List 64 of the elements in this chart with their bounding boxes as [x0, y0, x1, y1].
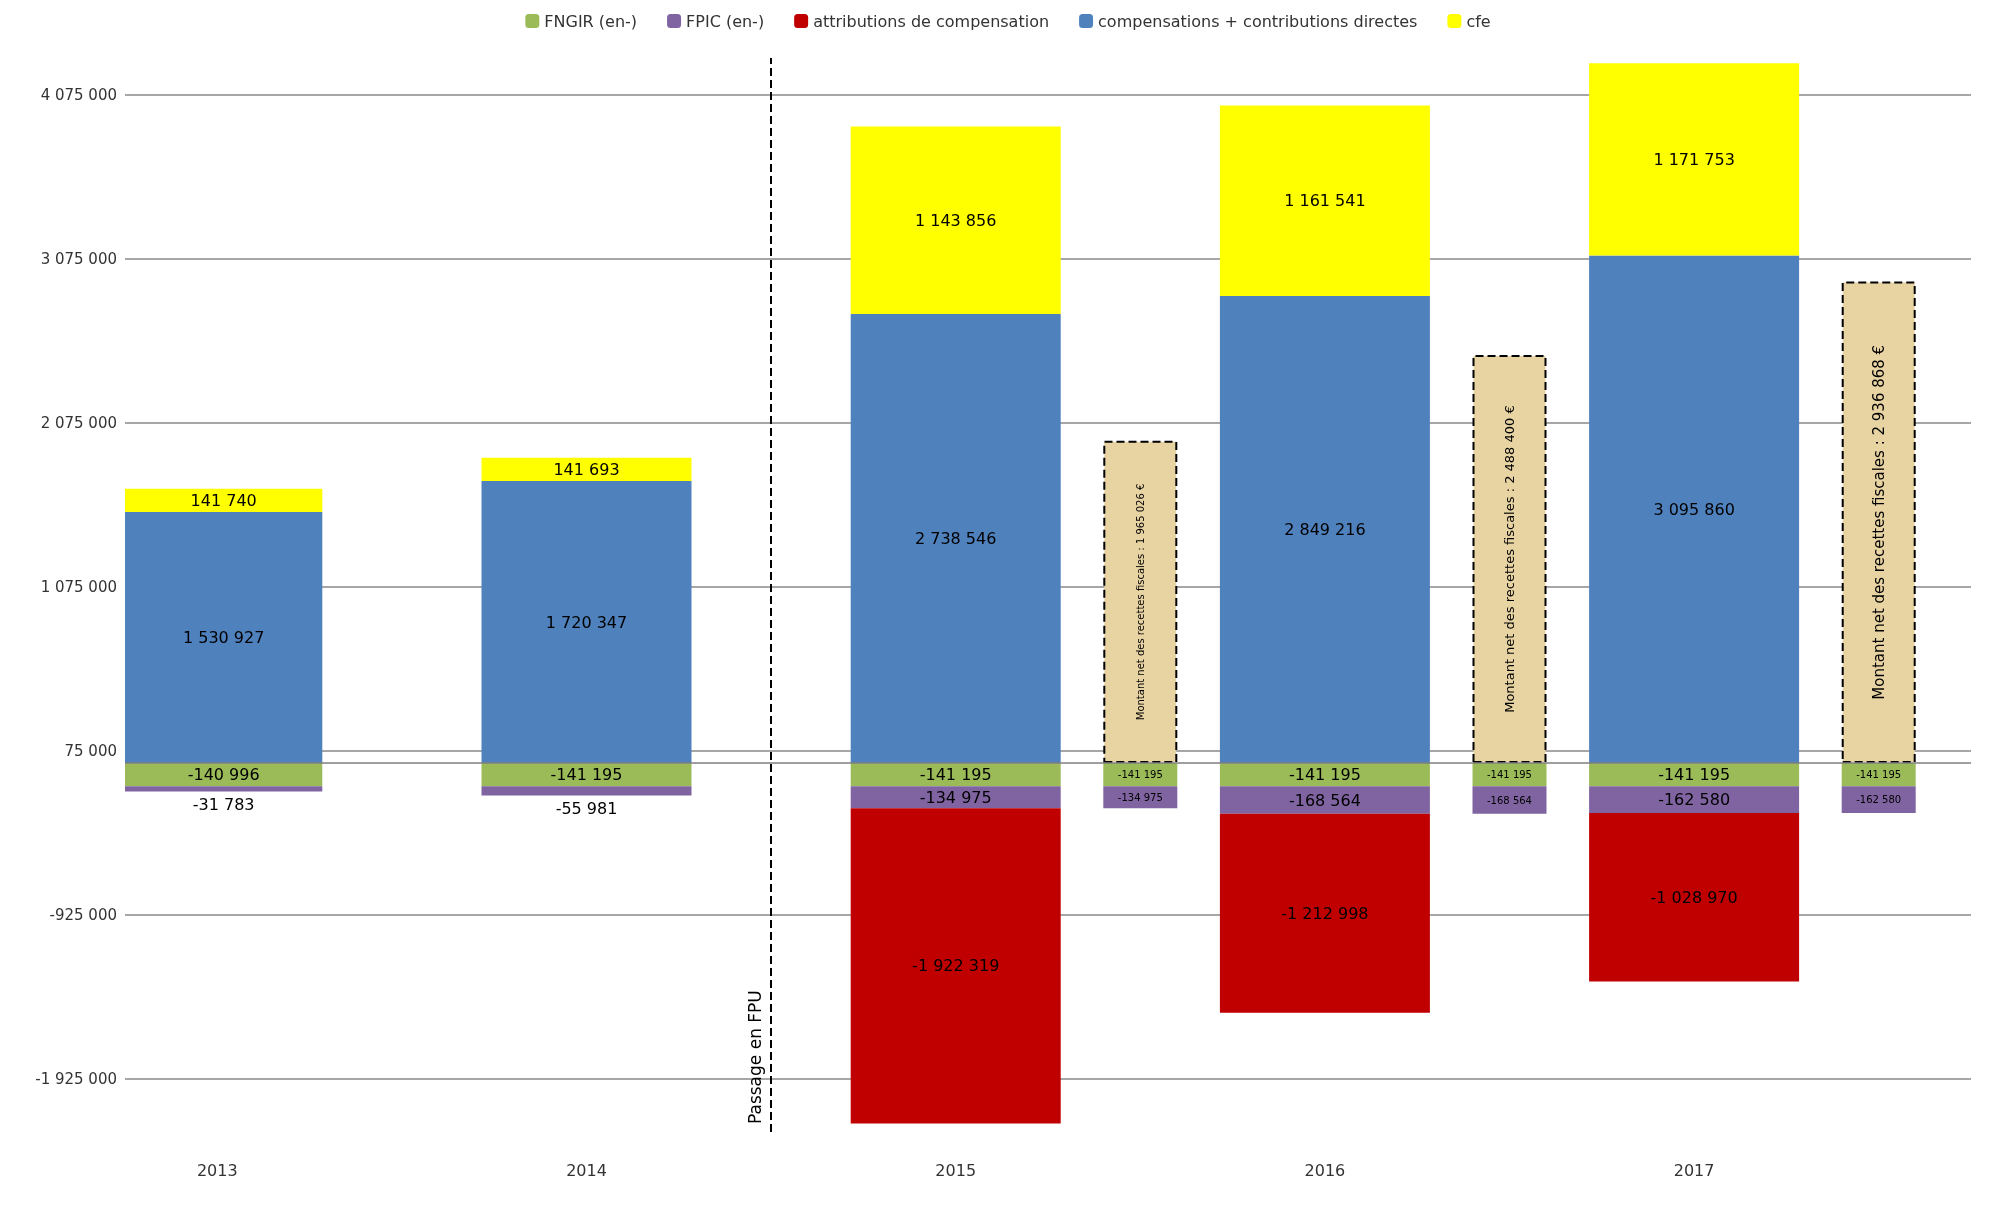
data-label: -140 996	[187, 765, 260, 785]
x-tick-label: 2014	[566, 1160, 607, 1180]
bar	[1219, 105, 1430, 296]
data-label: -141 195	[1658, 765, 1731, 785]
bar	[1219, 813, 1430, 1013]
legend-label: compensations + contributions directes	[1098, 11, 1418, 31]
y-tick-label: 4 075 000	[40, 85, 117, 104]
legend-label: cfe	[1466, 11, 1491, 31]
x-tick-label: 2013	[196, 1160, 238, 1180]
data-label: Montant net des recettes fiscales : 2 488 400 €	[1502, 405, 1517, 713]
data-label: 1 530 927	[182, 628, 265, 648]
data-label: 1 171 753	[1653, 149, 1735, 169]
x-tick-label: 2017	[1673, 1160, 1715, 1180]
ref-line-label: Passage en FPU	[744, 990, 765, 1124]
y-tick-label: 2 075 000	[40, 413, 117, 432]
bar	[481, 457, 692, 481]
y-tick-label: 3 075 000	[40, 249, 117, 268]
data-label: 141 693	[553, 459, 620, 479]
bar	[1589, 255, 1800, 764]
legend-label: FPIC (en-)	[686, 11, 765, 31]
data-label: 2 849 216	[1284, 519, 1366, 539]
bar	[1103, 440, 1178, 764]
bar	[481, 480, 692, 764]
legend-label: FNGIR (en-)	[544, 11, 638, 31]
data-label: -141 195	[1856, 769, 1902, 781]
data-label: -1 212 998	[1281, 903, 1369, 923]
y-tick-label: -1 925 000	[35, 1069, 117, 1088]
y-tick-label: 1 075 000	[40, 577, 117, 596]
bar	[1589, 63, 1800, 256]
legend-label: attributions de compensation	[813, 11, 1050, 31]
bar	[1472, 355, 1547, 764]
data-label: -141 195	[919, 765, 992, 785]
data-label: -141 195	[550, 765, 623, 785]
data-label: -141 195	[1487, 769, 1532, 781]
y-tick-label: 75 000	[64, 741, 117, 760]
bar	[850, 314, 1061, 764]
bar	[1219, 295, 1430, 764]
x-tick-label: 2016	[1304, 1160, 1346, 1180]
data-label: -31 783	[192, 794, 255, 814]
data-label: Montant net des recettes fiscales : 1 965 026 €	[1134, 483, 1146, 721]
data-label: -1 922 319	[912, 956, 1000, 976]
data-label: -141 195	[1288, 765, 1361, 785]
y-tick-label: -925 000	[49, 905, 117, 924]
data-label: -134 975	[919, 787, 992, 807]
bar	[1589, 812, 1800, 982]
data-label: -162 580	[1658, 790, 1731, 810]
bar	[850, 126, 1061, 315]
data-label: -168 564	[1487, 794, 1532, 806]
data-label: -55 981	[555, 798, 618, 818]
data-label: -141 195	[1117, 769, 1163, 781]
bar	[1841, 281, 1916, 764]
data-label: 3 095 860	[1653, 499, 1735, 519]
data-label: -1 028 970	[1650, 887, 1738, 907]
data-label: 1 143 856	[914, 210, 997, 230]
data-label: -168 564	[1288, 790, 1361, 810]
data-label: 141 740	[190, 490, 257, 510]
bar	[850, 808, 1061, 1124]
data-label: 1 720 347	[545, 612, 628, 632]
data-label: -134 975	[1117, 791, 1163, 803]
data-label: -162 580	[1856, 794, 1902, 806]
data-label: Montant net des recettes fiscales : 2 936 868 €	[1869, 344, 1888, 700]
data-label: 1 161 541	[1284, 191, 1366, 211]
x-tick-label: 2015	[935, 1160, 977, 1180]
data-label: 2 738 546	[914, 529, 997, 549]
